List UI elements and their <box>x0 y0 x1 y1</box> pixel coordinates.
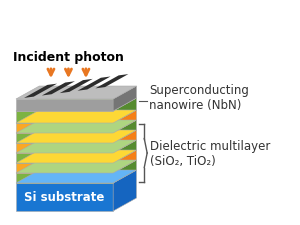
Polygon shape <box>113 170 136 211</box>
Polygon shape <box>113 99 136 124</box>
Polygon shape <box>16 120 136 133</box>
Polygon shape <box>16 140 136 153</box>
Text: Si substrate: Si substrate <box>24 191 105 204</box>
Polygon shape <box>113 120 136 143</box>
Polygon shape <box>113 140 136 163</box>
Polygon shape <box>16 110 136 124</box>
Polygon shape <box>42 82 75 96</box>
Polygon shape <box>113 160 136 183</box>
Text: Dielectric multilayer
(SiO₂, TiO₂): Dielectric multilayer (SiO₂, TiO₂) <box>150 139 271 167</box>
Polygon shape <box>16 112 113 124</box>
Polygon shape <box>77 77 111 91</box>
Polygon shape <box>16 124 113 133</box>
Polygon shape <box>16 150 136 163</box>
Polygon shape <box>16 143 113 153</box>
Polygon shape <box>113 87 136 112</box>
Text: Incident photon: Incident photon <box>13 51 124 64</box>
Polygon shape <box>16 170 136 183</box>
Polygon shape <box>16 99 113 112</box>
Polygon shape <box>16 99 136 112</box>
Polygon shape <box>16 153 113 163</box>
Polygon shape <box>60 79 93 94</box>
Polygon shape <box>113 150 136 173</box>
Polygon shape <box>16 87 136 99</box>
Polygon shape <box>95 75 128 89</box>
Polygon shape <box>16 163 113 173</box>
Polygon shape <box>16 133 113 143</box>
Polygon shape <box>113 110 136 133</box>
Polygon shape <box>16 183 113 211</box>
Polygon shape <box>16 160 136 173</box>
Polygon shape <box>16 173 113 183</box>
Polygon shape <box>113 130 136 153</box>
Text: Superconducting
nanowire (NbN): Superconducting nanowire (NbN) <box>149 84 249 112</box>
Polygon shape <box>24 84 57 99</box>
Polygon shape <box>16 130 136 143</box>
